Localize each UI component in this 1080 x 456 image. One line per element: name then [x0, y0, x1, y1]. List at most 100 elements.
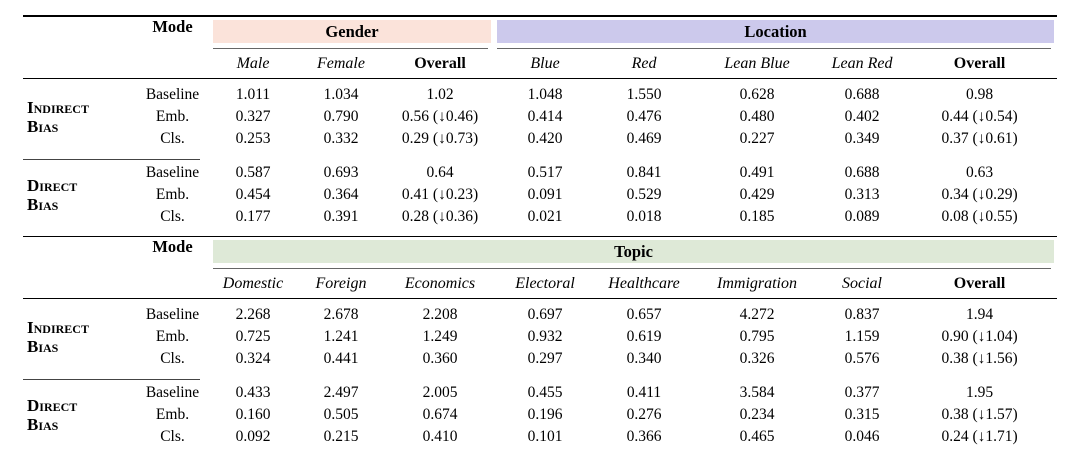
value-cell: 0.420 [527, 130, 563, 147]
value-cell: 1.550 [626, 86, 662, 103]
data-row: Cls. 0.177 0.391 0.28 (↓0.36) 0.021 0.018 0.18… [23, 206, 1057, 228]
value-cell: 0.332 [323, 130, 359, 147]
value-cell: 0.674 [422, 406, 458, 423]
column-header-electoral: Electoral [494, 270, 596, 299]
column-header-healthcare: Healthcare [596, 270, 692, 299]
value-cell: 0.697 [527, 306, 563, 323]
value-cell: 0.725 [235, 328, 271, 345]
value-cell: 1.94 [965, 306, 994, 323]
bottom-padding-cell [23, 228, 1057, 236]
value-cell: 0.414 [527, 108, 563, 125]
mode-cell: Emb. [155, 108, 190, 125]
bias-group-label: Indirect Bias [23, 299, 135, 371]
mode-cell: Cls. [160, 428, 185, 445]
column-header-red: Red [596, 50, 693, 79]
value-cell: 0.28 (↓0.36) [401, 208, 479, 225]
empty-cell [23, 50, 135, 79]
value-cell: 0.64 [426, 164, 454, 181]
location-band-rule [497, 43, 1052, 49]
value-cell: 0.63 [965, 164, 994, 181]
value-cell: 1.034 [323, 86, 359, 103]
value-cell: 0.018 [626, 208, 662, 225]
column-header-social: Social [822, 270, 902, 299]
empty-corner-cell [23, 16, 135, 50]
bias-label-line: Direct [27, 396, 78, 415]
bias-label-line: Bias [27, 337, 59, 356]
value-cell: 2.497 [323, 384, 359, 401]
value-cell: 0.160 [235, 406, 271, 423]
empty-cell [135, 50, 210, 79]
value-cell: 0.234 [739, 406, 775, 423]
value-cell: 0.454 [235, 186, 271, 203]
mode-cell: Cls. [160, 350, 185, 367]
value-cell: 0.44 (↓0.54) [941, 108, 1018, 125]
empty-cell [23, 270, 135, 299]
mode-cell: Cls. [160, 130, 185, 147]
value-cell: 0.340 [626, 350, 662, 367]
data-row: Emb. 0.454 0.364 0.41 (↓0.23) 0.091 0.529 0.42… [23, 184, 1057, 206]
value-cell: 0.455 [527, 384, 563, 401]
topic-band-rule [213, 263, 1052, 269]
column-header-blue: Blue [494, 50, 597, 79]
bias-label-line: Bias [27, 117, 59, 136]
value-cell: 0.349 [844, 130, 880, 147]
value-cell: 0.657 [626, 306, 662, 323]
value-cell: 0.196 [527, 406, 563, 423]
value-cell: 0.790 [323, 108, 359, 125]
band-header-row: Mode Gender Location [23, 16, 1057, 50]
value-cell: 1.95 [965, 384, 994, 401]
column-header-row: Male Female Overall Blue Red Lean Blue L… [23, 50, 1058, 79]
data-row: Cls. 0.253 0.332 0.29 (↓0.73) 0.420 0.469 0.22… [23, 128, 1057, 150]
value-cell: 1.159 [844, 328, 880, 345]
value-cell: 0.476 [626, 108, 662, 125]
value-cell: 0.276 [626, 406, 662, 423]
bias-group-label: Direct Bias [23, 162, 135, 228]
mode-cell: Baseline [145, 384, 200, 401]
table-body-demographics: Indirect Bias Baseline 1.011 1.034 1.02 1.048 1… [23, 79, 1057, 237]
value-cell: 0.837 [844, 306, 880, 323]
value-cell: 0.491 [739, 164, 775, 181]
separator-line [23, 373, 200, 380]
value-cell: 0.505 [323, 406, 359, 423]
column-header-immigration: Immigration [692, 270, 822, 299]
value-cell: 0.429 [739, 186, 775, 203]
mode-cell: Emb. [155, 328, 190, 345]
data-row: Cls. 0.324 0.441 0.360 0.297 0.340 0.326 0.576 0… [23, 348, 1057, 370]
column-header-domestic: Domestic [210, 270, 296, 299]
data-row: Direct Bias Baseline 0.587 0.693 0.64 0.517 0.8… [23, 162, 1057, 214]
value-cell: 0.576 [844, 350, 880, 367]
column-header-row: Domestic Foreign Economics Electoral Hea… [23, 270, 1058, 299]
group-separator-row [23, 150, 1057, 162]
value-cell: 0.021 [527, 208, 563, 225]
mode-cell: Baseline [145, 164, 200, 181]
value-cell: 0.56 (↓0.46) [401, 108, 479, 125]
value-cell: 0.411 [626, 384, 662, 401]
value-cell: 0.089 [844, 208, 880, 225]
value-cell: 0.37 (↓0.61) [941, 130, 1018, 147]
column-header-lean-blue: Lean Blue [692, 50, 823, 79]
bias-label-line: Bias [27, 195, 59, 214]
value-cell: 0.091 [527, 186, 563, 203]
value-cell: 0.932 [527, 328, 563, 345]
mode-cell: Baseline [145, 306, 200, 323]
group-separator-row [23, 370, 1057, 382]
mode-cell: Cls. [160, 208, 185, 225]
data-row: Emb. 0.327 0.790 0.56 (↓0.46) 0.414 0.476 0.48… [23, 106, 1057, 128]
value-cell: 0.360 [422, 350, 458, 367]
value-cell: 0.841 [626, 164, 662, 181]
data-row: Cls. 0.092 0.215 0.410 0.101 0.366 0.465 0.046 0… [23, 426, 1057, 448]
bias-label-line: Bias [27, 415, 59, 434]
value-cell: 1.02 [426, 86, 454, 103]
value-cell: 0.377 [844, 384, 880, 401]
column-header-lean-red: Lean Red [822, 50, 903, 79]
bias-label-line: Indirect [27, 98, 89, 117]
value-cell: 2.208 [422, 306, 458, 323]
value-cell: 0.795 [739, 328, 775, 345]
value-cell: 0.24 (↓1.71) [941, 428, 1018, 445]
separator-space [210, 150, 1057, 162]
bottom-padding-row [23, 228, 1057, 236]
value-cell: 3.584 [739, 384, 775, 401]
gender-band: Gender [213, 20, 492, 43]
value-cell: 0.227 [739, 130, 775, 147]
